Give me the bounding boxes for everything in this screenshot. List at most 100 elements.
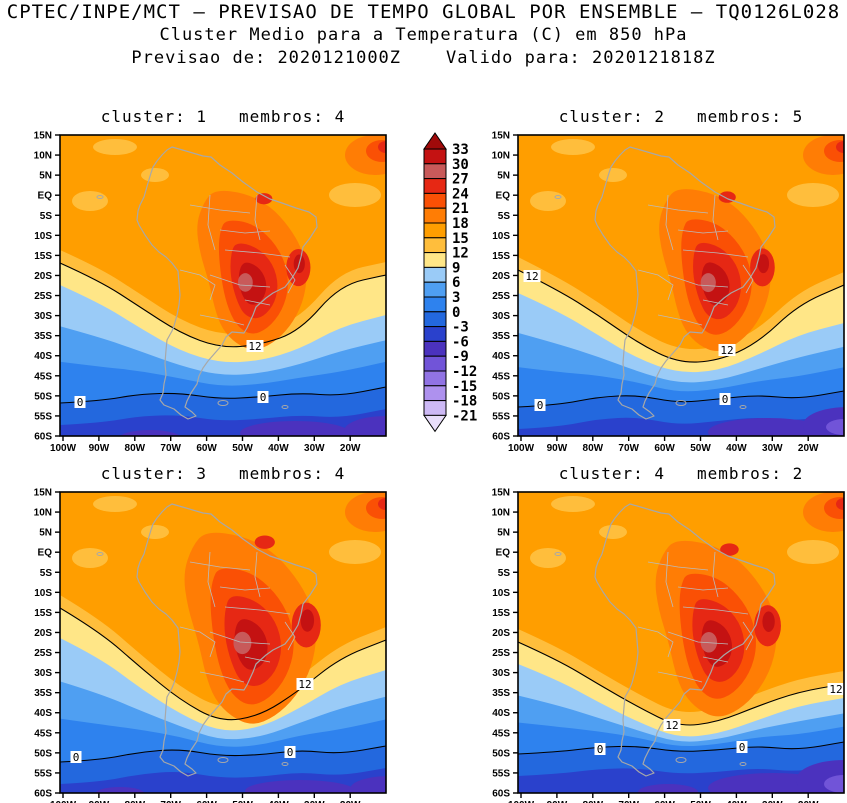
contour-label-0: 0 [739, 741, 746, 754]
colorbar-label-3: 3 [452, 290, 460, 306]
lat-tick-30S: 30S [492, 668, 510, 679]
lon-tick-30W: 30W [762, 800, 783, 803]
lat-tick-EQ: EQ [496, 548, 511, 559]
lat-tick-20S: 20S [34, 271, 52, 282]
south-america-coastline [594, 146, 776, 420]
lon-tick-40W: 40W [726, 800, 747, 803]
lat-tick-50S: 50S [492, 391, 510, 402]
lat-tick-10S: 10S [34, 231, 52, 242]
lat-tick-15N: 15N [492, 488, 510, 499]
lon-tick-70W: 70W [160, 800, 181, 803]
colorbar-label-21: 21 [452, 201, 469, 217]
map-panel-cluster-2: 12 12 0 0 15N 10N 5N EQ 5S 10S 15S 20S 25S 30S 35S 40S 4… [492, 131, 845, 454]
contour-label-0: 0 [260, 391, 267, 404]
panel-title-cluster-2: cluster: 2 membros: 5 [558, 107, 804, 126]
lon-tick-70W: 70W [160, 443, 181, 454]
contour-label-0: 0 [537, 399, 544, 412]
lon-tick-90W: 90W [547, 443, 568, 454]
lon-tick-40W: 40W [726, 443, 747, 454]
contour-label-12: 12 [248, 340, 261, 353]
map-svg-cluster-1: 12 0 0 15N 10N 5N EQ 5S 10S 15S 20S 25S 30S 35S 40S 45S… [34, 131, 387, 454]
south-america-coastline [594, 503, 776, 777]
panel-title-cluster-3: cluster: 3 membros: 4 [100, 464, 346, 483]
colorbar-label-30: 30 [452, 157, 469, 173]
lat-tick-5S: 5S [498, 211, 511, 222]
lat-tick-25S: 25S [492, 648, 510, 659]
colorbar-label-15: 15 [452, 231, 469, 247]
south-america-coastline [136, 503, 318, 777]
axis-labels: 15N 10N 5N EQ 5S 10S 15S 20S 25S 30S 35S 40S 45S 50S 5… [34, 131, 361, 455]
lon-tick-50W: 50W [232, 443, 253, 454]
lat-tick-15N: 15N [34, 488, 52, 499]
lat-tick-40S: 40S [492, 351, 510, 362]
colorbar-label-9: 9 [452, 260, 460, 276]
lat-tick-55S: 55S [492, 411, 510, 422]
lon-tick-80W: 80W [125, 443, 146, 454]
lat-tick-10N: 10N [34, 508, 52, 519]
lon-tick-20W: 20W [340, 800, 361, 803]
lon-tick-60W: 60W [196, 800, 217, 803]
map-svg-cluster-2: 12 12 0 0 15N 10N 5N EQ 5S 10S 15S 20S 25S 30S 35S 40S 4… [492, 131, 845, 454]
plot-validity-line: Previsao de: 2020121000Z Valido para: 20… [131, 48, 716, 68]
lon-tick-90W: 90W [547, 800, 568, 803]
axis-labels: 15N 10N 5N EQ 5S 10S 15S 20S 25S 30S 35S 40S 45S 50S 5… [492, 131, 819, 455]
lon-tick-100W: 100W [50, 443, 77, 454]
lat-tick-60S: 60S [492, 789, 510, 800]
lat-tick-EQ: EQ [38, 191, 53, 202]
lat-tick-10N: 10N [34, 151, 52, 162]
colorbar-label-18: 18 [452, 216, 469, 232]
lat-tick-10N: 10N [492, 151, 510, 162]
lon-tick-40W: 40W [268, 443, 289, 454]
lat-tick-60S: 60S [34, 789, 52, 800]
lon-tick-30W: 30W [304, 800, 325, 803]
temperature-field: 12 0 0 [60, 492, 386, 793]
lat-tick-15S: 15S [492, 608, 510, 619]
contour-label-12: 12 [298, 678, 311, 691]
lat-tick-35S: 35S [492, 331, 510, 342]
lat-tick-50S: 50S [34, 748, 52, 759]
colorbar-label-27: 27 [452, 172, 469, 188]
map-svg-cluster-3: 12 0 0 15N 10N 5N EQ 5S 10S 15S 20S 25S 30S 35S 40S 45S… [34, 488, 387, 803]
lon-tick-60W: 60W [196, 443, 217, 454]
temperature-field: 12 12 0 0 [518, 492, 844, 793]
contour-label-0: 0 [722, 393, 729, 406]
lon-tick-60W: 60W [654, 800, 675, 803]
lon-tick-80W: 80W [583, 800, 604, 803]
lat-tick-45S: 45S [492, 371, 510, 382]
lat-tick-10N: 10N [492, 508, 510, 519]
lon-tick-90W: 90W [89, 443, 110, 454]
lat-tick-25S: 25S [492, 291, 510, 302]
axis-labels: 15N 10N 5N EQ 5S 10S 15S 20S 25S 30S 35S 40S 45S 50S 5… [492, 488, 819, 803]
warm-core-blobs [655, 540, 781, 717]
colorbar-label--3: -3 [452, 320, 469, 336]
lat-tick-35S: 35S [34, 331, 52, 342]
lon-tick-80W: 80W [583, 443, 604, 454]
colorbar-label-6: 6 [452, 275, 460, 291]
panel-title-cluster-1: cluster: 1 membros: 4 [100, 107, 346, 126]
lat-tick-35S: 35S [34, 688, 52, 699]
colorbar-label--12: -12 [452, 364, 477, 380]
lat-tick-50S: 50S [34, 391, 52, 402]
temperature-field: 12 12 0 0 [518, 135, 844, 436]
contour-label-12: 12 [525, 270, 538, 283]
lon-tick-100W: 100W [50, 800, 77, 803]
lat-tick-5S: 5S [40, 211, 53, 222]
colorbar-label--15: -15 [452, 379, 477, 395]
colorbar-label--18: -18 [452, 394, 477, 410]
colorbar-label--9: -9 [452, 349, 469, 365]
contour-label-0: 0 [73, 751, 80, 764]
lat-tick-40S: 40S [34, 351, 52, 362]
lon-tick-20W: 20W [340, 443, 361, 454]
colorbar-label-33: 33 [452, 142, 469, 158]
lat-tick-60S: 60S [492, 432, 510, 443]
lat-tick-20S: 20S [34, 628, 52, 639]
lon-tick-50W: 50W [232, 800, 253, 803]
lon-tick-70W: 70W [618, 800, 639, 803]
lat-tick-10S: 10S [492, 588, 510, 599]
lat-tick-5N: 5N [497, 528, 510, 539]
colorbar-label-12: 12 [452, 246, 469, 262]
lat-tick-45S: 45S [34, 371, 52, 382]
temperature-colorbar: 33 30 27 24 21 18 15 12 9 6 3 0 -3 -6 -9 -12 -15 -18 -21 [420, 132, 510, 439]
contour-label-0: 0 [597, 743, 604, 756]
